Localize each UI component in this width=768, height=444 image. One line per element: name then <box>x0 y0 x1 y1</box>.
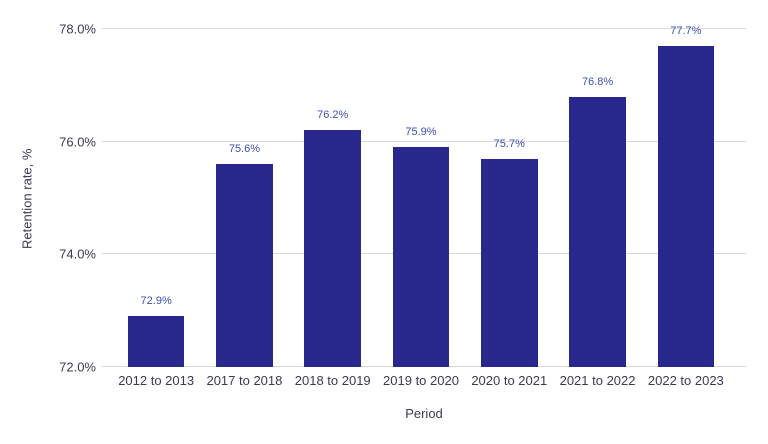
x-tick-label: 2022 to 2023 <box>647 373 724 388</box>
x-axis-ticks: 2012 to 2013 2017 to 2018 2018 to 2019 2019… <box>112 373 730 388</box>
bar: 76.8% <box>569 76 626 367</box>
bar: 75.6% <box>216 143 273 367</box>
bar-value-label: 75.9% <box>405 126 437 139</box>
bar-slot: 72.9% <box>112 29 200 367</box>
x-tick-label: 2021 to 2022 <box>559 373 636 388</box>
x-tick-label: 2017 to 2018 <box>206 373 283 388</box>
bar: 77.7% <box>657 25 715 367</box>
bar-value-label: 75.7% <box>493 137 525 150</box>
bar-slot: 77.7% <box>642 25 730 367</box>
bar: 72.9% <box>127 295 185 367</box>
bar-value-label: 72.9% <box>140 295 172 308</box>
bar-slot: 76.8% <box>553 29 641 367</box>
bar-slot: 75.7% <box>465 29 553 367</box>
bar: 75.9% <box>392 126 450 367</box>
bar: 76.2% <box>304 109 361 367</box>
y-tick-label: 74.0% <box>59 246 96 262</box>
bar-value-label: 76.8% <box>581 75 614 88</box>
bar-value-label: 75.6% <box>228 143 261 156</box>
y-axis-ticks: 72.0% 74.0% 76.0% 78.0% <box>0 22 96 375</box>
gridline <box>102 28 746 29</box>
x-tick-label: 2018 to 2019 <box>294 373 371 388</box>
bar-slot: 75.9% <box>377 29 465 367</box>
bar-value-label: 76.2% <box>317 109 349 122</box>
x-axis-title: Period <box>405 406 443 421</box>
x-tick-label: 2019 to 2020 <box>383 373 459 388</box>
bars: 72.9% 75.6% 76.2% 75.9% 75.7% 76.8% 77.7% <box>112 25 730 367</box>
y-tick-label: 76.0% <box>59 134 96 150</box>
gridline <box>102 140 746 142</box>
y-tick-label: 78.0% <box>59 21 96 37</box>
bar-slot: 76.2% <box>289 29 377 367</box>
bar: 75.7% <box>481 138 538 367</box>
y-tick-label: 72.0% <box>59 359 96 375</box>
x-tick-label: 2012 to 2013 <box>118 373 195 388</box>
bar-slot: 75.6% <box>200 29 288 367</box>
bar-value-label: 77.7% <box>670 24 702 37</box>
x-tick-label: 2020 to 2021 <box>471 373 548 388</box>
